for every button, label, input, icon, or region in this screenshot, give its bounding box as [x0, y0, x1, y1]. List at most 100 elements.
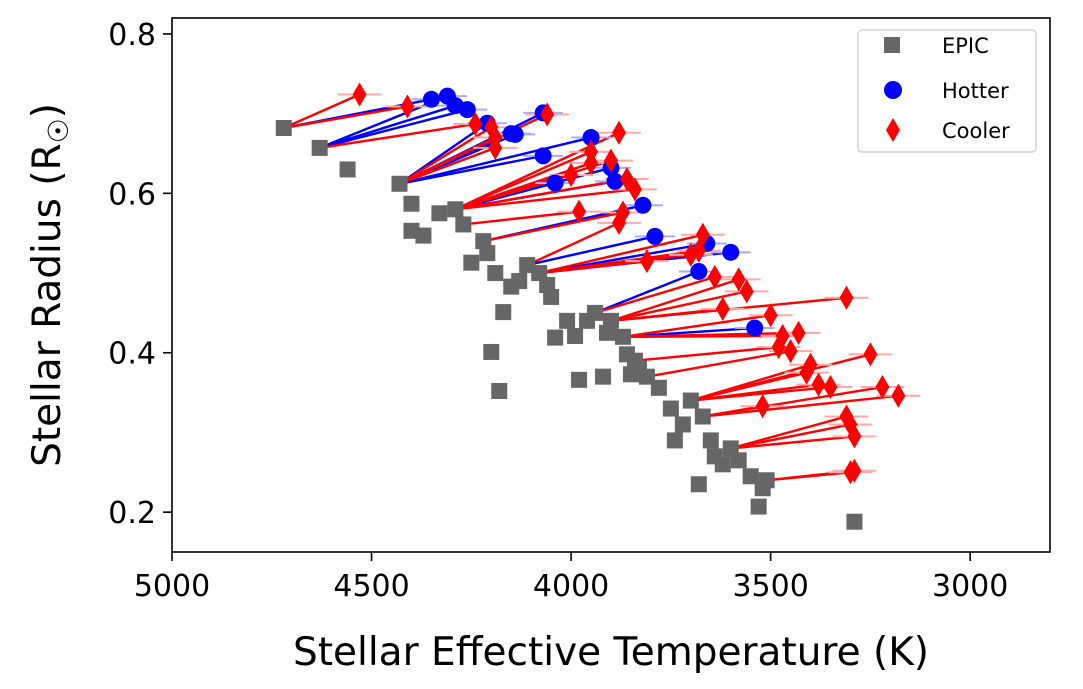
hotter-point: [722, 243, 740, 261]
cooler-point: [352, 82, 367, 107]
legend: EPIC Hotter Cooler: [857, 29, 1037, 153]
connector-line-cooler: [483, 211, 624, 243]
epic-point: [682, 392, 699, 409]
cooler-point: [823, 375, 838, 400]
hotter-point: [634, 196, 652, 214]
epic-point: [415, 227, 432, 244]
plot-frame: [171, 17, 1051, 553]
connector-lines-layer: [283, 93, 899, 482]
x-tick-label: 3000: [932, 569, 1008, 604]
cooler-point: [715, 296, 730, 321]
hotter-point: [534, 147, 552, 165]
connector-line-cooler: [730, 435, 855, 450]
cooler-point: [639, 249, 654, 274]
legend-label-hotter: Hotter: [942, 79, 1009, 103]
epic-point: [455, 216, 472, 233]
cooler-point: [400, 94, 415, 119]
cooler-point: [731, 267, 746, 292]
y-axis-label-close: ): [25, 103, 70, 118]
hotter-point: [690, 262, 708, 280]
connector-line-cooler: [594, 275, 716, 315]
epic-point: [690, 476, 707, 493]
hotter-point: [546, 174, 564, 192]
legend-marker-hotter: [884, 81, 902, 99]
y-tick-label: 0.8: [108, 18, 156, 53]
cooler-point: [803, 352, 818, 377]
cooler-point: [584, 139, 599, 164]
hotter-point: [582, 129, 600, 147]
epic-point: [339, 161, 356, 178]
epic-point: [311, 139, 328, 156]
connector-line-cooler: [463, 210, 580, 226]
cooler-point: [775, 324, 790, 349]
epic-point: [614, 328, 631, 345]
cooler-point: [847, 458, 862, 483]
epic-point: [275, 119, 292, 136]
connector-line-cooler: [454, 159, 612, 211]
cooler-point: [468, 112, 483, 137]
connector-line-cooler: [455, 188, 636, 211]
cooler-point: [488, 135, 503, 160]
epic-point: [571, 371, 588, 388]
connector-line-cooler: [702, 385, 883, 418]
points-layer: [275, 82, 906, 530]
cooler-point: [847, 424, 862, 449]
epic-point: [479, 245, 496, 262]
epic-point: [487, 265, 504, 282]
epic-point: [543, 288, 560, 305]
cooler-point: [755, 394, 770, 419]
x-axis-label: Stellar Effective Temperature (K): [293, 630, 929, 675]
connector-line-cooler: [455, 177, 628, 211]
epic-point: [495, 304, 512, 321]
connector-line-cooler: [398, 113, 548, 185]
epic-point: [730, 452, 747, 469]
connector-line-cooler: [690, 385, 831, 402]
x-tick-label: 3500: [732, 569, 808, 604]
cooler-point: [875, 375, 890, 400]
cooler-point: [540, 102, 555, 127]
cooler-point: [791, 320, 806, 345]
epic-point: [694, 408, 711, 425]
cooler-point: [811, 372, 826, 397]
connector-line-cooler: [702, 394, 899, 418]
connector-line-cooler: [610, 290, 747, 323]
epic-point: [431, 205, 448, 222]
connector-line-cooler: [283, 93, 361, 130]
epic-point: [511, 273, 528, 290]
ticks-layer: 5000 4500 4000 3500 3000 0.2 0.4 0.6 0.8: [108, 18, 1008, 604]
cooler-point: [627, 177, 642, 202]
y-tick-label: 0.2: [108, 496, 156, 531]
connector-line-hotter: [594, 270, 700, 315]
cooler-point: [891, 383, 906, 408]
cooler-point: [564, 163, 579, 188]
epic-point: [559, 312, 576, 329]
epic-point: [491, 383, 508, 400]
connector-line-cooler: [622, 314, 771, 338]
epic-point: [714, 456, 731, 473]
x-tick-label: 4500: [333, 569, 409, 604]
x-tick-label: 4000: [533, 569, 609, 604]
epic-point: [483, 343, 500, 360]
epic-point: [702, 432, 719, 449]
epic-point: [463, 254, 480, 271]
epic-point: [587, 304, 604, 321]
hotter-point: [458, 101, 476, 119]
connector-line-cooler: [526, 221, 620, 267]
cooler-point: [739, 279, 754, 304]
connector-line-hotter: [526, 235, 656, 267]
connector-line-cooler: [730, 423, 851, 450]
connector-line-cooler: [730, 415, 847, 450]
connector-line-cooler: [646, 349, 791, 378]
y-axis-label-sun-symbol: ☉: [42, 118, 75, 143]
hotter-point: [746, 319, 764, 337]
cooler-point: [707, 265, 722, 290]
connector-line-cooler: [690, 353, 871, 402]
connector-line-cooler: [399, 146, 496, 185]
cooler-point: [619, 166, 634, 191]
legend-frame: [857, 29, 1037, 153]
cooler-point: [783, 339, 798, 364]
legend-marker-epic: [884, 37, 900, 53]
connector-line-cooler: [622, 331, 799, 339]
epic-point: [674, 416, 691, 433]
